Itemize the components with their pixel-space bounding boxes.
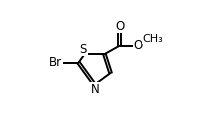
- Text: N: N: [90, 83, 99, 96]
- Text: S: S: [80, 43, 87, 56]
- Text: Br: Br: [49, 56, 62, 69]
- Text: CH₃: CH₃: [143, 34, 164, 44]
- Text: O: O: [134, 39, 143, 52]
- Text: O: O: [115, 20, 124, 33]
